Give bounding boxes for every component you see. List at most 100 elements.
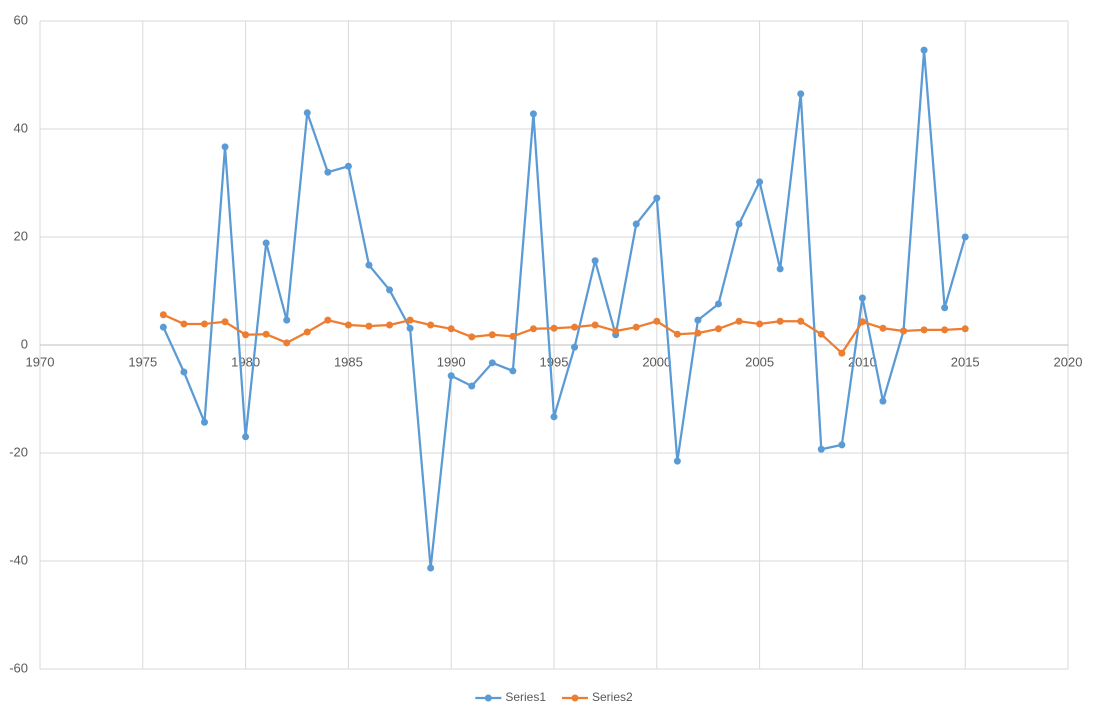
data-point (344, 162, 352, 170)
x-tick-label: 2020 (1054, 354, 1083, 369)
data-point (797, 90, 805, 98)
data-point (838, 441, 846, 449)
data-point (447, 372, 455, 380)
data-point (673, 457, 681, 465)
data-point (776, 317, 784, 325)
data-point (858, 294, 866, 302)
data-point (941, 304, 949, 312)
data-point (714, 300, 722, 308)
data-point (283, 339, 291, 347)
data-point (591, 321, 599, 329)
data-point (694, 316, 702, 324)
data-point (509, 332, 517, 340)
legend-label: Series2 (592, 690, 633, 704)
x-tick-label: 1980 (231, 354, 260, 369)
data-point (447, 325, 455, 333)
data-point (406, 316, 414, 324)
data-point (427, 321, 435, 329)
series-line (162, 313, 966, 355)
data-point (920, 46, 928, 54)
legend-item: Series1 (475, 690, 546, 704)
data-point (200, 418, 208, 426)
data-point (242, 331, 250, 339)
data-point (920, 326, 928, 334)
y-tick-label: -40 (9, 552, 28, 567)
data-point (468, 382, 476, 390)
data-point (283, 316, 291, 324)
data-point (612, 327, 620, 335)
data-point (632, 323, 640, 331)
x-tick-label: 1990 (437, 354, 466, 369)
data-point (365, 322, 373, 330)
data-point (324, 168, 332, 176)
y-tick-label: 40 (14, 120, 28, 135)
data-point (776, 265, 784, 273)
data-point (468, 333, 476, 341)
x-tick-label: 2005 (745, 354, 774, 369)
data-point (900, 327, 908, 335)
series-line (162, 49, 967, 570)
data-point (242, 433, 250, 441)
data-point (303, 328, 311, 336)
x-tick-label: 1995 (540, 354, 569, 369)
data-point (879, 397, 887, 405)
data-point (344, 321, 352, 329)
data-point (180, 320, 188, 328)
data-point (365, 261, 373, 269)
data-point (550, 413, 558, 421)
x-tick-label: 1985 (334, 354, 363, 369)
data-point (694, 329, 702, 337)
data-point (386, 321, 394, 329)
data-point (797, 317, 805, 325)
data-point (488, 359, 496, 367)
data-point (735, 317, 743, 325)
data-point (386, 286, 394, 294)
data-point (817, 445, 825, 453)
data-point (673, 330, 681, 338)
data-point (879, 324, 887, 332)
y-tick-label: 20 (14, 228, 28, 243)
data-point (509, 367, 517, 375)
data-point (632, 220, 640, 228)
data-point (200, 320, 208, 328)
data-point (838, 349, 846, 357)
legend: Series1 Series2 (475, 690, 633, 704)
data-point (262, 330, 270, 338)
x-tick-label: 2000 (642, 354, 671, 369)
data-point (180, 368, 188, 376)
data-point (262, 239, 270, 247)
data-point (550, 324, 558, 332)
data-point (756, 178, 764, 186)
data-point (735, 220, 743, 228)
data-point (653, 317, 661, 325)
y-tick-label: -20 (9, 444, 28, 459)
data-point (961, 233, 969, 241)
x-tick-label: 2015 (951, 354, 980, 369)
data-point (714, 325, 722, 333)
data-point (221, 143, 229, 151)
x-tick-label: 1970 (26, 354, 55, 369)
legend-label: Series1 (505, 690, 546, 704)
data-point (529, 325, 537, 333)
data-point (221, 318, 229, 326)
legend-item: Series2 (562, 690, 633, 704)
data-point (159, 323, 167, 331)
data-point (858, 318, 866, 326)
y-tick-label: 0 (21, 336, 28, 351)
data-point (571, 343, 579, 351)
legend-marker (484, 694, 492, 702)
y-tick-label: 60 (14, 12, 28, 27)
data-point (488, 331, 496, 339)
data-point (571, 323, 579, 331)
data-point (653, 194, 661, 202)
y-tick-label: -60 (9, 660, 28, 675)
legend-marker (571, 694, 579, 702)
x-tick-label: 2010 (848, 354, 877, 369)
data-point (427, 564, 435, 572)
data-point (529, 110, 537, 118)
data-point (756, 320, 764, 328)
data-point (817, 330, 825, 338)
x-tick-label: 1975 (128, 354, 157, 369)
